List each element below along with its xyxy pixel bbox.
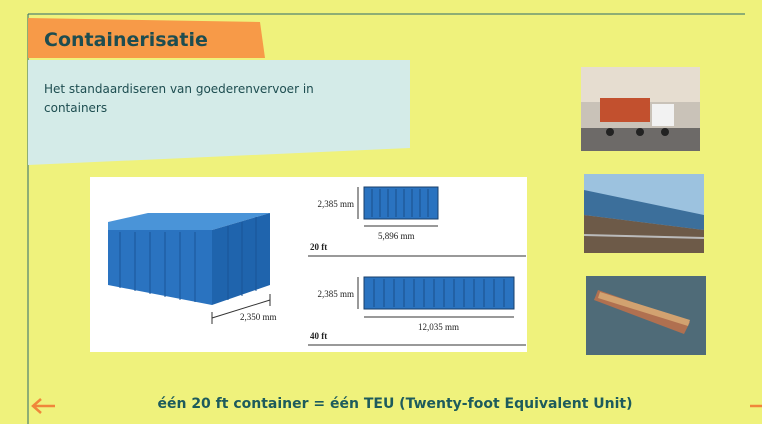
photo-train [584, 174, 704, 253]
label-20ft: 20 ft [310, 242, 327, 252]
slide: Containerisatie Het standaardiseren van … [0, 0, 762, 424]
height-40ft: 2,385 mm [317, 289, 354, 299]
footer-text: één 20 ft container = één TEU (Twenty-fo… [157, 396, 632, 412]
label-40ft: 40 ft [310, 331, 327, 341]
width-label: 2,350 mm [240, 312, 277, 322]
length-40ft: 12,035 mm [418, 322, 459, 332]
title: Containerisatie [44, 29, 208, 51]
subtitle-wrap: Het standaardiseren van goederenvervoer … [44, 80, 374, 130]
length-20ft: 5,896 mm [378, 231, 415, 241]
photo-truck [581, 67, 700, 151]
subtitle: Het standaardiseren van goederenvervoer … [44, 80, 374, 118]
height-20ft: 2,385 mm [317, 199, 354, 209]
photo-ship [586, 276, 706, 355]
